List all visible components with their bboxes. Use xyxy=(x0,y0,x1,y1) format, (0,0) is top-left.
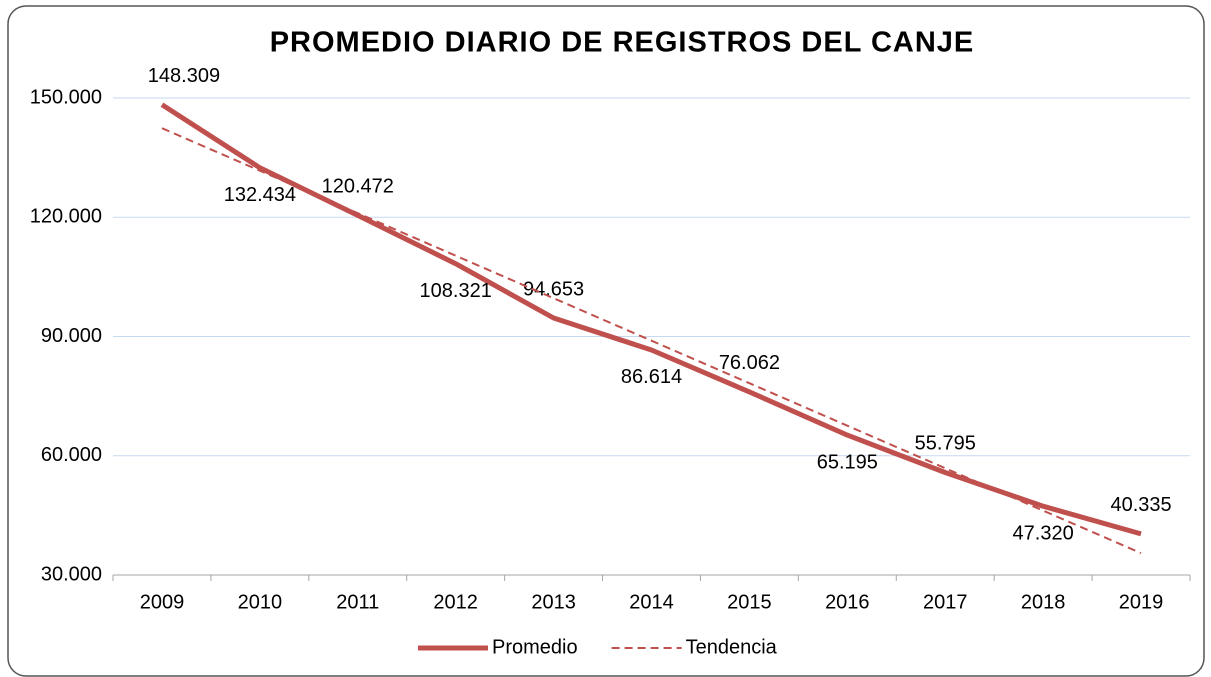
x-tick-label: 2014 xyxy=(629,591,674,613)
line-series xyxy=(160,102,1142,537)
data-label: 148.309 xyxy=(148,65,220,87)
legend-label: Promedio xyxy=(492,636,578,658)
x-tick-label: 2012 xyxy=(433,591,478,613)
data-label: 94.653 xyxy=(523,278,584,300)
chart-frame xyxy=(7,5,1205,677)
x-tick-label: 2017 xyxy=(923,591,968,613)
data-label: 47.320 xyxy=(1013,522,1074,544)
x-tick-label: 2013 xyxy=(531,591,576,613)
y-tick-label: 30.000 xyxy=(41,563,102,585)
x-tick-label: 2009 xyxy=(140,591,185,613)
data-label: 65.195 xyxy=(817,451,878,473)
y-tick-label: 150.000 xyxy=(30,86,102,108)
data-label: 108.321 xyxy=(420,280,492,302)
x-tick-label: 2019 xyxy=(1119,591,1164,613)
x-tick-label: 2018 xyxy=(1021,591,1066,613)
x-tick-label: 2016 xyxy=(825,591,870,613)
data-label: 40.335 xyxy=(1110,494,1171,516)
data-label: 132.434 xyxy=(224,184,296,206)
x-tick-label: 2015 xyxy=(727,591,772,613)
data-label: 76.062 xyxy=(719,352,780,374)
x-tick-label: 2010 xyxy=(238,591,283,613)
x-tick-label: 2011 xyxy=(336,591,379,613)
data-label: 120.472 xyxy=(322,176,394,198)
y-tick-label: 120.000 xyxy=(30,206,102,228)
line-series xyxy=(161,127,1142,555)
data-label: 55.795 xyxy=(915,433,976,455)
chart-title: PROMEDIO DIARIO DE REGISTROS DEL CANJE xyxy=(270,27,975,59)
y-tick-label: 90.000 xyxy=(41,325,102,347)
data-label: 86.614 xyxy=(621,366,682,388)
y-tick-label: 60.000 xyxy=(41,444,102,466)
legend-label: Tendencia xyxy=(686,636,778,658)
